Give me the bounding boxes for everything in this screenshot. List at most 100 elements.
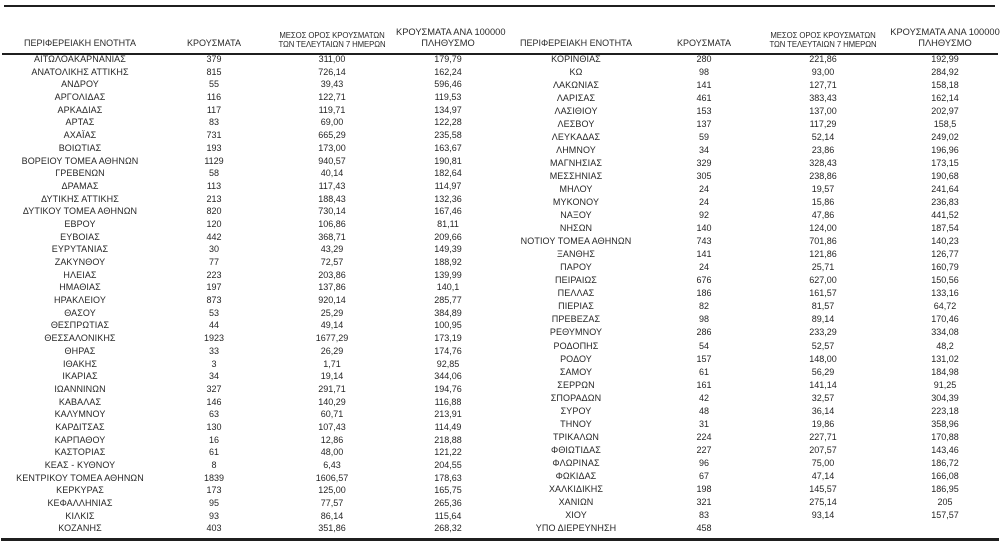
cell: 186 (696, 288, 712, 299)
table-row: ΥΠΟ ΔΙΕΡΕΥΝΗΣΗ 458 (500, 522, 1000, 536)
cell: ΖΑΚΥΝΘΟΥ (54, 257, 106, 267)
table-row: ΡΟΔΟΥ 157 148,00 131,02 (500, 352, 1000, 365)
cell: ΚΑΒΑΛΑΣ (58, 396, 102, 407)
table-row: ΚΟΖΑΝΗΣ 403 351,86 268,32 (0, 522, 500, 535)
cell: 441,52 (931, 210, 959, 221)
cell: 291,71 (318, 383, 346, 394)
table-row: ΛΕΣΒΟΥ 137 117,29 158,5 (500, 118, 1000, 131)
cell: ΙΚΑΡΙΑΣ (62, 371, 98, 382)
cell: ΚΟΡΙΝΘΙΑΣ (551, 54, 601, 65)
cell: 351,86 (318, 523, 346, 534)
cell: 209,66 (434, 231, 462, 242)
cell: 186,95 (931, 483, 959, 494)
cell: 165,75 (434, 485, 462, 496)
cell: ΑΡΚΑΔΙΑΣ (57, 104, 103, 115)
column-header-cases-per-100k: ΚΡΟΥΣΜΑΤΑ ΑΝΑ 100000 ΠΛΗΘΥΣΜΟ (890, 7, 1000, 53)
cell: 384,89 (434, 307, 462, 318)
table-row: ΑΙΤΩΛΟΑΚΑΡΝΑΝΙΑΣ 379 311,00 179,79 (0, 53, 500, 66)
cell: 114,97 (434, 180, 462, 191)
cell: 193 (206, 142, 222, 153)
cell: 207,57 (809, 444, 837, 455)
cell: 190,68 (931, 171, 959, 182)
cell: ΠΑΡΟΥ (560, 262, 592, 273)
cell: ΕΥΡΥΤΑΝΙΑΣ (51, 244, 109, 255)
cell: 227 (696, 444, 712, 455)
cell: 24 (698, 262, 709, 273)
cell: 130 (206, 421, 222, 432)
cell: 43,29 (320, 244, 344, 255)
cell: 141,14 (809, 379, 837, 390)
cell: 162,14 (931, 93, 959, 104)
cell: 213 (206, 193, 222, 204)
table-row: ΑΝΑΤΟΛΙΚΗΣ ΑΤΤΙΚΗΣ 815 726,14 162,24 (0, 66, 500, 79)
cell: 116,88 (434, 396, 462, 407)
header-line: ΠΛΗΘΥΣΜΟ (918, 38, 972, 49)
cell: ΓΡΕΒΕΝΩΝ (55, 168, 105, 179)
column-header-regional-unit: ΠΕΡΙΦΕΡΕΙΑΚΗ ΕΝΟΤΗΤΑ (519, 38, 633, 49)
table-row: ΕΒΡΟΥ 120 106,86 81,11 (0, 218, 500, 231)
cell: ΧΙΟΥ (565, 509, 587, 520)
cell: 311,00 (318, 54, 346, 64)
cell: 820 (206, 206, 222, 217)
cell: ΗΡΑΚΛΕΙΟΥ (54, 295, 106, 306)
cell: 116 (206, 92, 222, 103)
cell: 192,99 (931, 54, 959, 65)
table-row: ΚΕΝΤΡΙΚΟΥ ΤΟΜΕΑ ΑΘΗΝΩΝ 1839 1606,57 178,63 (0, 472, 500, 485)
cell: 223,18 (931, 405, 959, 416)
cell: 15,86 (811, 197, 835, 208)
cell: ΥΠΟ ΔΙΕΡΕΥΝΗΣΗ (535, 523, 617, 533)
cell: 379 (206, 54, 222, 64)
table-row: ΜΥΚΟΝΟΥ 24 15,86 236,83 (500, 196, 1000, 209)
cell: 77 (208, 257, 219, 267)
cell: 91,25 (933, 379, 957, 390)
table-row: ΜΗΛΟΥ 24 19,57 241,64 (500, 183, 1000, 196)
cell: 327 (206, 383, 222, 394)
regional-cases-table-right: ΠΕΡΙΦΕΡΕΙΑΚΗ ΕΝΟΤΗΤΑ ΚΡΟΥΣΜΑΤΑ ΜΕΣΟΣ ΟΡΟ… (500, 7, 1000, 535)
cell: 89,14 (811, 314, 835, 325)
cell: 873 (206, 295, 222, 306)
table-header-right: ΠΕΡΙΦΕΡΕΙΑΚΗ ΕΝΟΤΗΤΑ ΚΡΟΥΣΜΑΤΑ ΜΕΣΟΣ ΟΡΟ… (500, 7, 1000, 53)
cell: ΤΗΝΟΥ (560, 418, 592, 429)
cell: 442 (206, 231, 222, 242)
table-row: ΘΕΣΣΑΛΟΝΙΚΗΣ 1923 1677,29 173,19 (0, 332, 500, 345)
cell: 26,29 (320, 345, 344, 356)
cell: 30 (208, 244, 219, 255)
cell: 40,14 (320, 168, 344, 179)
cell: ΑΙΤΩΛΟΑΚΑΡΝΑΝΙΑΣ (34, 54, 126, 64)
cell: ΛΑΚΩΝΙΑΣ (552, 80, 600, 91)
table-row: ΝΗΣΩΝ 140 124,00 187,54 (500, 222, 1000, 235)
cell: ΙΘΑΚΗΣ (62, 358, 97, 369)
header-row: ΠΕΡΙΦΕΡΕΙΑΚΗ ΕΝΟΤΗΤΑ ΚΡΟΥΣΜΑΤΑ ΜΕΣΟΣ ΟΡΟ… (500, 7, 1000, 53)
cell: 120 (206, 218, 222, 229)
column-header-cases: ΚΡΟΥΣΜΑΤΑ (187, 38, 241, 49)
cell: 106,86 (318, 218, 346, 229)
cell: ΑΝΔΡΟΥ (61, 79, 99, 90)
cell: 743 (696, 236, 712, 247)
cell: 218,88 (434, 434, 462, 445)
cell: ΠΙΕΡΙΑΣ (558, 301, 594, 312)
cell: ΚΩ (569, 67, 583, 78)
cell: 221,86 (809, 54, 837, 65)
table-row: ΙΩΑΝΝΙΝΩΝ 327 291,71 194,76 (0, 383, 500, 396)
table-body-left: ΑΙΤΩΛΟΑΚΑΡΝΑΝΙΑΣ 379 311,00 179,79 ΑΝΑΤΟΛΙΚΗ… (0, 53, 500, 535)
cell: 83 (698, 509, 709, 520)
cell: ΙΩΑΝΝΙΝΩΝ (54, 383, 106, 394)
cell: ΘΕΣΣΑΛΟΝΙΚΗΣ (44, 333, 116, 344)
cell: 174,76 (434, 345, 462, 356)
bottom-rule (1, 538, 999, 541)
header-line: ΠΛΗΘΥΣΜΟ (421, 38, 475, 49)
cell: 701,86 (809, 236, 837, 247)
cell: 149,39 (434, 244, 462, 255)
cell: 6,43 (323, 460, 341, 470)
cell: ΝΟΤΙΟΥ ΤΟΜΕΑ ΑΘΗΝΩΝ (520, 236, 632, 247)
cell: 205 (937, 496, 953, 507)
cell: ΔΥΤΙΚΟΥ ΤΟΜΕΑ ΑΘΗΝΩΝ (22, 206, 138, 217)
table-row: ΦΘΙΩΤΙΔΑΣ 227 207,57 143,46 (500, 443, 1000, 456)
table-header-left: ΠΕΡΙΦΕΡΕΙΑΚΗ ΕΝΟΤΗΤΑ ΚΡΟΥΣΜΑΤΑ ΜΕΣΟΣ ΟΡΟ… (0, 7, 506, 53)
cell: 36,14 (811, 405, 835, 416)
cell: 940,57 (318, 155, 346, 166)
cell: 202,97 (931, 106, 959, 117)
cell: ΒΟΡΕΙΟΥ ΤΟΜΕΑ ΑΘΗΝΩΝ (21, 155, 139, 166)
cell: 126,77 (931, 249, 959, 260)
table-row: ΗΜΑΘΙΑΣ 197 137,86 140,1 (0, 281, 500, 294)
